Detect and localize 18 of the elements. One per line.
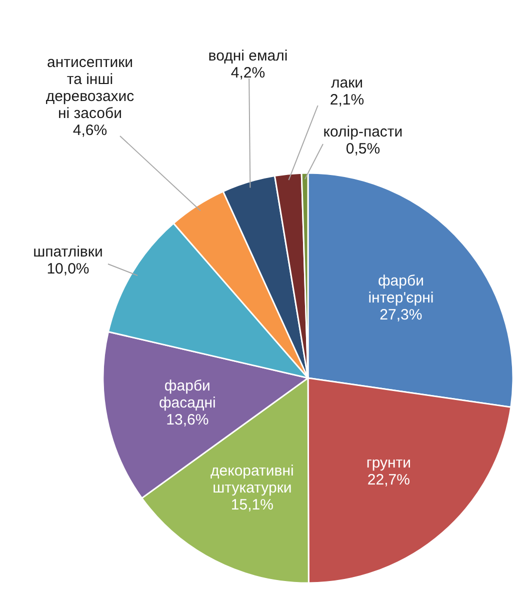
slice-label: фарби фасадні [158,377,216,412]
data-label: 2,1% [330,92,364,108]
data-label: 10,0% [46,260,90,278]
data-label: 13,6% [166,411,209,428]
slice-label: декоративні штукатурки [210,462,294,497]
slice-label: фарби інтер'єрні [368,272,434,306]
slice-label: грунти [366,454,412,472]
slice-label: антисептики та інші деревозахис ні засоби [46,54,135,122]
data-label: 22,7% [367,471,410,488]
slice-label: колір-пасти [323,124,403,140]
data-label: 27,3% [380,306,422,324]
data-label: 15,1% [230,496,274,514]
data-label: 0,5% [346,140,380,158]
data-label: 4,2% [230,64,266,82]
slice-label: водні емалі [208,48,288,64]
data-label: 4,6% [72,122,108,139]
slice-label: шпатлівки [33,244,103,260]
slice-label: лаки [330,74,364,92]
